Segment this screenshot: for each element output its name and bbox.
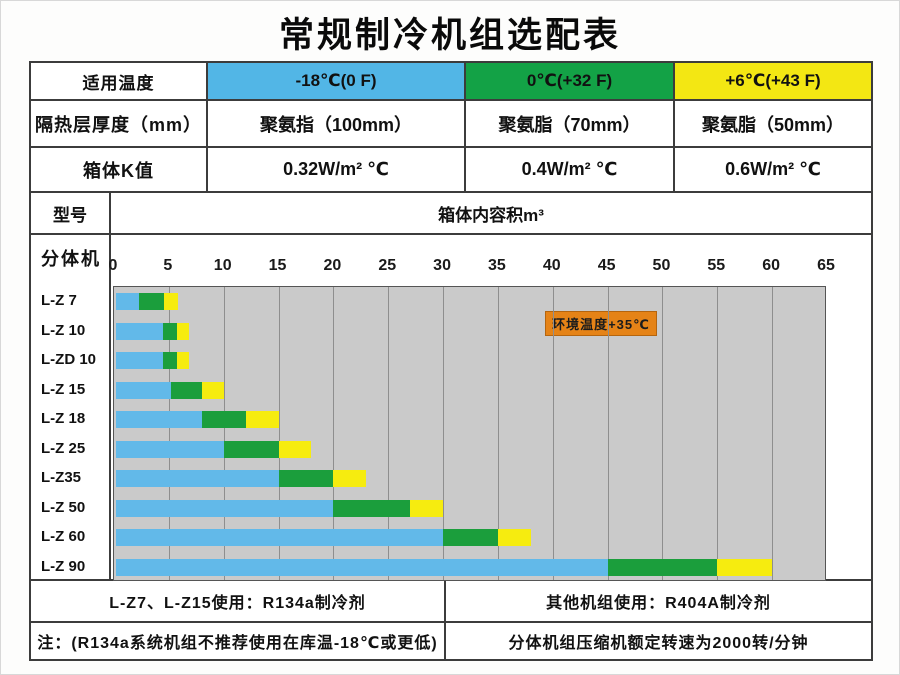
- bar-blue-L-Z-90: [116, 558, 608, 576]
- x-tick-label-5: 5: [163, 257, 173, 274]
- bar-yellow-L-Z-18: [245, 411, 279, 429]
- note-speed-cell: 分体机组压缩机额定转速为2000转/分钟: [508, 635, 809, 652]
- refrigerant-r134a-cell: L-Z7、L-Z15使用：R134a制冷剂: [31, 581, 446, 621]
- x-tick-label-40: 40: [542, 257, 561, 274]
- x-tick-label-60: 60: [762, 257, 781, 274]
- bar-yellow-L-Z-60: [497, 529, 531, 547]
- model-label-L-ZD-10: L-ZD 10: [41, 351, 97, 368]
- model-label-L-Z-25: L-Z 25: [41, 439, 86, 457]
- model-label-L-Z-10: L-Z 10: [41, 321, 86, 339]
- gridline-40: [552, 287, 554, 580]
- bar-green-L-Z-10: [163, 322, 177, 340]
- bar-blue-L-Z-15: [116, 381, 172, 399]
- gridline-30: [443, 287, 445, 580]
- label-applicable-temperature: 适用温度: [31, 63, 208, 99]
- x-tick-label-50: 50: [652, 257, 671, 274]
- model-label-L-Z-15: L-Z 15: [41, 380, 86, 398]
- bar-green-L-Z-7: [139, 293, 165, 311]
- x-tick-label-25: 25: [378, 257, 397, 274]
- bar-yellow-L-ZD-10: [176, 352, 189, 370]
- bar-yellow-L-Z-25: [278, 440, 312, 458]
- temp-cell-plus6: +6℃(+43 F): [675, 63, 871, 99]
- selection-table: 适用温度 -18℃(0 F) 0℃(+32 F) +6℃(+43 F) 隔热层厚…: [29, 61, 873, 661]
- bar-green-L-Z-18: [201, 411, 246, 429]
- row-k-value: 箱体K值 0.32W/m² ℃ 0.4W/m² ℃ 0.6W/m² ℃: [31, 148, 871, 193]
- insulation-cell-100mm: 聚氨指（100mm）: [208, 101, 466, 146]
- volume-chart: 0 5 10 15 20 25 30 35 40 45 50 55 60 65 环境温度+35℃: [108, 235, 871, 581]
- model-label-L-Z35: L-Z35: [41, 469, 82, 486]
- bar-blue-L-Z-60: [116, 529, 444, 547]
- k-value-032: 0.32W/m² ℃: [208, 148, 466, 191]
- label-model: 型号: [31, 193, 111, 233]
- x-tick-label-15: 15: [268, 257, 287, 274]
- gridline-20: [333, 287, 335, 580]
- temp-cell-minus18: -18℃(0 F): [208, 63, 466, 99]
- model-label-L-Z-50: L-Z 50: [41, 498, 86, 516]
- model-label-L-Z-7: L-Z 7: [41, 292, 77, 309]
- bar-blue-L-Z-18: [116, 411, 202, 429]
- chart-plot-area: 环境温度+35℃: [113, 286, 826, 581]
- bar-green-L-Z-60: [443, 529, 498, 547]
- bar-green-L-Z35: [278, 470, 334, 488]
- gridline-10: [223, 287, 225, 580]
- x-tick-label-10: 10: [213, 257, 232, 274]
- bar-blue-L-Z-10: [116, 322, 164, 340]
- model-label-L-Z-18: L-Z 18: [41, 410, 86, 427]
- bar-yellow-L-Z-90: [717, 558, 773, 576]
- row-insulation-thickness: 隔热层厚度（mm） 聚氨指（100mm） 聚氨脂（70mm） 聚氨脂（50mm）: [31, 101, 871, 148]
- bar-yellow-L-Z-10: [176, 322, 189, 340]
- x-tick-label-35: 35: [488, 257, 506, 274]
- gridline-45: [607, 287, 609, 580]
- k-value-06: 0.6W/m² ℃: [725, 159, 821, 179]
- insulation-cell-50mm: 聚氨脂（50mm）: [701, 114, 845, 135]
- row-model-header: 型号 箱体内容积m³: [31, 193, 871, 235]
- bar-blue-L-Z-7: [116, 293, 140, 311]
- bar-yellow-L-Z-50: [410, 499, 444, 517]
- ambient-temp-annotation: 环境温度+35℃: [545, 311, 657, 336]
- bar-blue-L-Z-50: [116, 499, 334, 517]
- bar-blue-L-ZD-10: [116, 352, 164, 370]
- bar-green-L-ZD-10: [163, 352, 177, 370]
- gridline-55: [717, 287, 719, 580]
- gridline-25: [388, 287, 390, 580]
- label-insulation-thickness: 隔热层厚度（mm）: [31, 101, 208, 146]
- bar-blue-L-Z35: [116, 470, 279, 488]
- bar-green-L-Z-15: [171, 381, 202, 399]
- chart-row: 分体机 L-Z 7 L-Z 10 L-ZD 10 L-Z 15 L-Z 18 L-Z 25…: [31, 235, 871, 581]
- bar-green-L-Z-90: [607, 558, 718, 576]
- row-note: 注：(R134a系统机组不推荐使用在库温-18℃或更低) 分体机组压缩机额定转速…: [31, 623, 871, 659]
- row-refrigerant: L-Z7、L-Z15使用：R134a制冷剂 其他机组使用：R404A制冷剂: [31, 581, 871, 623]
- bar-green-L-Z-50: [333, 499, 411, 517]
- refrigerant-r404a-cell: 其他机组使用：R404A制冷剂: [546, 595, 771, 612]
- gridline-35: [497, 287, 499, 580]
- gridline-60: [772, 287, 774, 580]
- x-tick-label-65: 65: [817, 257, 835, 274]
- row-applicable-temperature: 适用温度 -18℃(0 F) 0℃(+32 F) +6℃(+43 F): [31, 63, 871, 101]
- x-tick-label-45: 45: [597, 257, 616, 274]
- gridline-50: [662, 287, 664, 580]
- bar-yellow-L-Z35: [333, 470, 367, 488]
- label-k-value: 箱体K值: [31, 148, 208, 191]
- model-label-L-Z-60: L-Z 60: [41, 528, 86, 545]
- label-internal-volume: 箱体内容积m³: [438, 205, 544, 225]
- x-tick-label-0: 0: [108, 257, 118, 274]
- page-title: 常规制冷机组选配表: [278, 16, 621, 55]
- x-tick-label-20: 20: [323, 257, 342, 274]
- bar-yellow-L-Z-15: [201, 381, 224, 399]
- gridline-15: [278, 287, 280, 580]
- x-tick-label-30: 30: [433, 257, 451, 274]
- x-tick-label-55: 55: [707, 257, 726, 274]
- model-label-L-Z-90: L-Z 90: [41, 557, 86, 575]
- note-r134a-cell: 注：(R134a系统机组不推荐使用在库温-18℃或更低): [31, 623, 446, 659]
- temp-cell-zero: 0℃(+32 F): [466, 63, 675, 99]
- model-label-column: 分体机 L-Z 7 L-Z 10 L-ZD 10 L-Z 15 L-Z 18 L-Z 25…: [31, 235, 111, 579]
- bar-yellow-L-Z-7: [164, 293, 178, 311]
- bar-blue-L-Z-25: [116, 440, 224, 458]
- split-unit-header: 分体机: [41, 249, 101, 269]
- bar-green-L-Z-25: [223, 440, 279, 458]
- insulation-cell-70mm: 聚氨脂（70mm）: [466, 101, 675, 146]
- k-value-04: 0.4W/m² ℃: [466, 148, 675, 191]
- gridline-5: [168, 287, 170, 580]
